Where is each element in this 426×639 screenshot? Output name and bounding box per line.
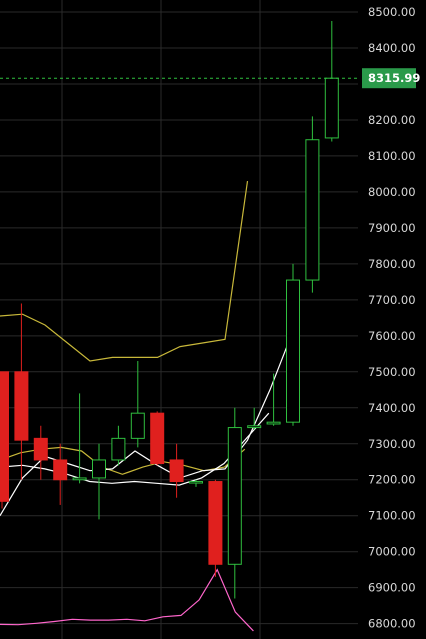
candle-down — [208, 481, 223, 565]
candle-up — [227, 427, 242, 565]
indicator-line — [0, 568, 254, 632]
indicator-line — [0, 331, 294, 517]
y-tick-label: 8500.00 — [368, 5, 416, 19]
y-tick-label: 7900.00 — [368, 221, 416, 235]
y-tick-label: 7100.00 — [368, 509, 416, 523]
candle-down — [14, 371, 29, 441]
candle-down — [150, 412, 165, 465]
current-price-tag — [362, 68, 416, 89]
y-tick-label: 6800.00 — [368, 617, 416, 631]
indicator-line — [0, 412, 270, 486]
y-tick-label: 7200.00 — [368, 473, 416, 487]
current-price-tag-label: 8315.99 — [368, 71, 420, 85]
y-tick-label: 7700.00 — [368, 293, 416, 307]
candle-up — [130, 412, 145, 439]
price-axis[interactable]: 8500.008400.008300.008200.008100.008000.… — [362, 5, 420, 631]
candle-up — [324, 77, 339, 139]
y-tick-label: 7400.00 — [368, 401, 416, 415]
candle-up — [247, 425, 262, 429]
y-tick-label: 7600.00 — [368, 329, 416, 343]
candle-down — [53, 459, 68, 481]
y-tick-label: 7800.00 — [368, 257, 416, 271]
candle-up — [72, 477, 87, 481]
y-tick-label: 8200.00 — [368, 113, 416, 127]
candle-up — [92, 459, 106, 479]
candle-up — [266, 421, 281, 425]
candle-down — [33, 437, 48, 461]
candle-up — [286, 279, 300, 423]
candle-down — [0, 371, 9, 502]
y-tick-label: 6900.00 — [368, 581, 416, 595]
y-tick-label: 7300.00 — [368, 437, 416, 451]
candle-up — [305, 139, 320, 281]
y-tick-label: 8400.00 — [368, 41, 416, 55]
candle-up — [189, 481, 203, 484]
indicator-lines — [0, 181, 294, 632]
candle-down — [169, 459, 184, 483]
indicator-line — [0, 181, 249, 362]
y-tick-label: 8100.00 — [368, 149, 416, 163]
y-tick-label: 7000.00 — [368, 545, 416, 559]
y-tick-label: 7500.00 — [368, 365, 416, 379]
candle-up — [111, 437, 126, 461]
candles — [0, 20, 339, 599]
y-tick-label: 8000.00 — [368, 185, 416, 199]
